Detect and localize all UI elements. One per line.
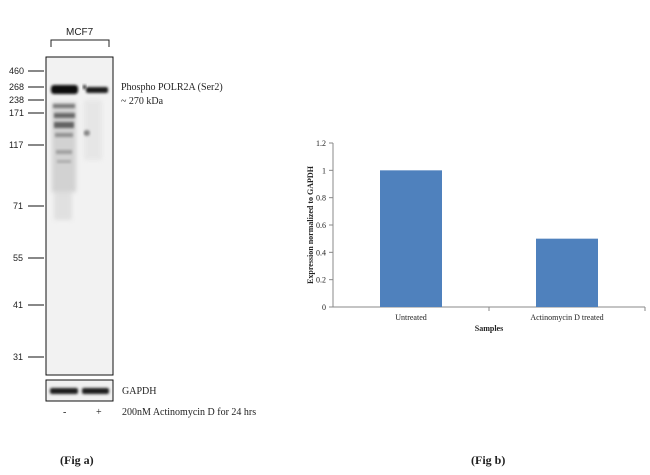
loading-control-label: GAPDH [122,386,157,397]
marker-268: 268 [9,82,25,92]
marker-ticks [28,70,44,358]
y-axis-title: Expression normalized to GAPDH [306,165,315,284]
gapdh-blot [45,379,114,402]
lane-plus: + [96,407,102,418]
marker-460: 460 [9,66,25,76]
marker-238: 238 [9,95,25,105]
y-tick-label: 1.2 [316,139,326,148]
marker-117: 117 [9,140,24,150]
x-axis-title: Samples [475,324,503,333]
y-tick-label: 0.4 [316,248,326,257]
target-size: ~ 270 kDa [121,96,164,107]
x-tick-label: Untreated [395,313,427,322]
marker-41: 41 [13,300,24,310]
cell-line-label: MCF7 [66,27,94,38]
y-tick-label: 1 [322,166,326,175]
bar [380,170,442,307]
main-blot [45,56,114,376]
y-tick-label: 0.8 [316,194,326,203]
band-lane-1 [51,85,78,94]
marker-171: 171 [9,108,25,118]
bar [536,238,598,307]
expression-bar-chart: 0 0.2 0.4 0.6 0.8 1 1.2 Untreated Actinomycin D … [306,139,646,333]
x-tick-label: Actinomycin D treated [530,313,603,322]
cell-line-bracket [50,39,110,47]
marker-55: 55 [13,253,24,263]
target-label: Phospho POLR2A (Ser2) [121,82,223,93]
marker-31: 31 [13,352,24,362]
y-tick-label: 0.2 [316,276,326,285]
caption-fig-a: (Fig a) [60,453,94,467]
marker-71: 71 [13,201,24,211]
lane-minus: - [63,407,67,418]
y-tick-label: 0.6 [316,221,326,230]
caption-fig-b: (Fig b) [471,453,506,467]
treatment-label: 200nM Actinomycin D for 24 hrs [122,407,257,418]
y-tick-label: 0 [322,303,326,312]
band-lane-2 [86,87,108,93]
